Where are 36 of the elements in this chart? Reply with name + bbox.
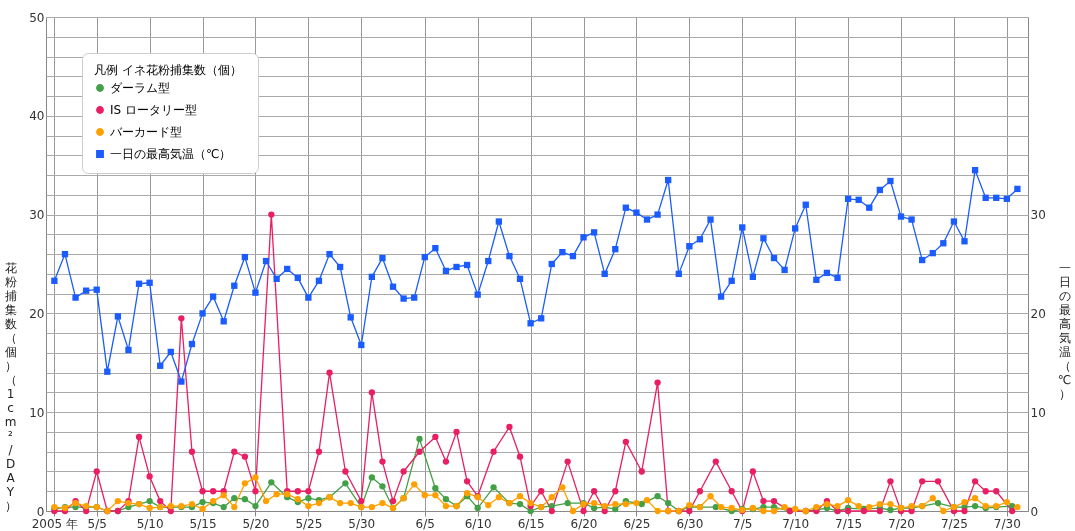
x-tick-label: 2005 年 — [31, 516, 79, 531]
x-tick-label: 7/15 — [835, 516, 863, 531]
x-tick-label: 6/5 — [415, 516, 435, 531]
x-tick-label: 5/15 — [189, 516, 217, 531]
y2-tick-label: 0 — [1030, 504, 1039, 519]
x-tick-label: 6/15 — [517, 516, 545, 531]
legend-label: 一日の最高気温（℃） — [110, 147, 232, 161]
y-tick-label: 20 — [29, 306, 45, 321]
legend-label: バーカード型 — [109, 125, 182, 139]
y2-tick-label: 10 — [1030, 405, 1046, 420]
x-tick-label: 7/30 — [993, 516, 1021, 531]
y2-tick-label: 30 — [1030, 208, 1046, 223]
x-tick-label: 7/10 — [782, 516, 810, 531]
x-tick-label: 7/5 — [733, 516, 753, 531]
y-tick-label: 10 — [29, 405, 45, 420]
x-tick-label: 7/20 — [888, 516, 915, 531]
x-tick-label: 7/25 — [940, 516, 968, 531]
x-tick-label: 5/30 — [348, 516, 376, 531]
y-tick-label: 30 — [29, 208, 45, 223]
x-tick-label: 5/5 — [87, 516, 107, 531]
x-tick-label: 5/20 — [242, 516, 270, 531]
x-tick-label: 6/10 — [464, 516, 492, 531]
y2-tick-label: 20 — [1030, 306, 1046, 321]
x-tick-label: 5/10 — [136, 516, 164, 531]
y-tick-label: 40 — [29, 109, 45, 124]
legend-label: IS ロータリー型 — [110, 103, 197, 117]
text: 花粉捕集数（個）（1cm²/DAY） — [4, 260, 17, 513]
x-tick-label: 5/25 — [295, 516, 323, 531]
x-tick-label: 6/25 — [623, 516, 651, 531]
x-tick-label: 6/20 — [570, 516, 598, 531]
x-tick-label: 6/30 — [676, 516, 704, 531]
legend-title: 凡例 イネ花粉捕集数（個） — [94, 63, 242, 77]
legend-label: ダーラム型 — [110, 81, 170, 95]
y-tick-label: 0 — [36, 504, 45, 519]
y-tick-label: 50 — [29, 10, 45, 25]
text: 一日の最高気温（℃） — [1057, 260, 1072, 401]
